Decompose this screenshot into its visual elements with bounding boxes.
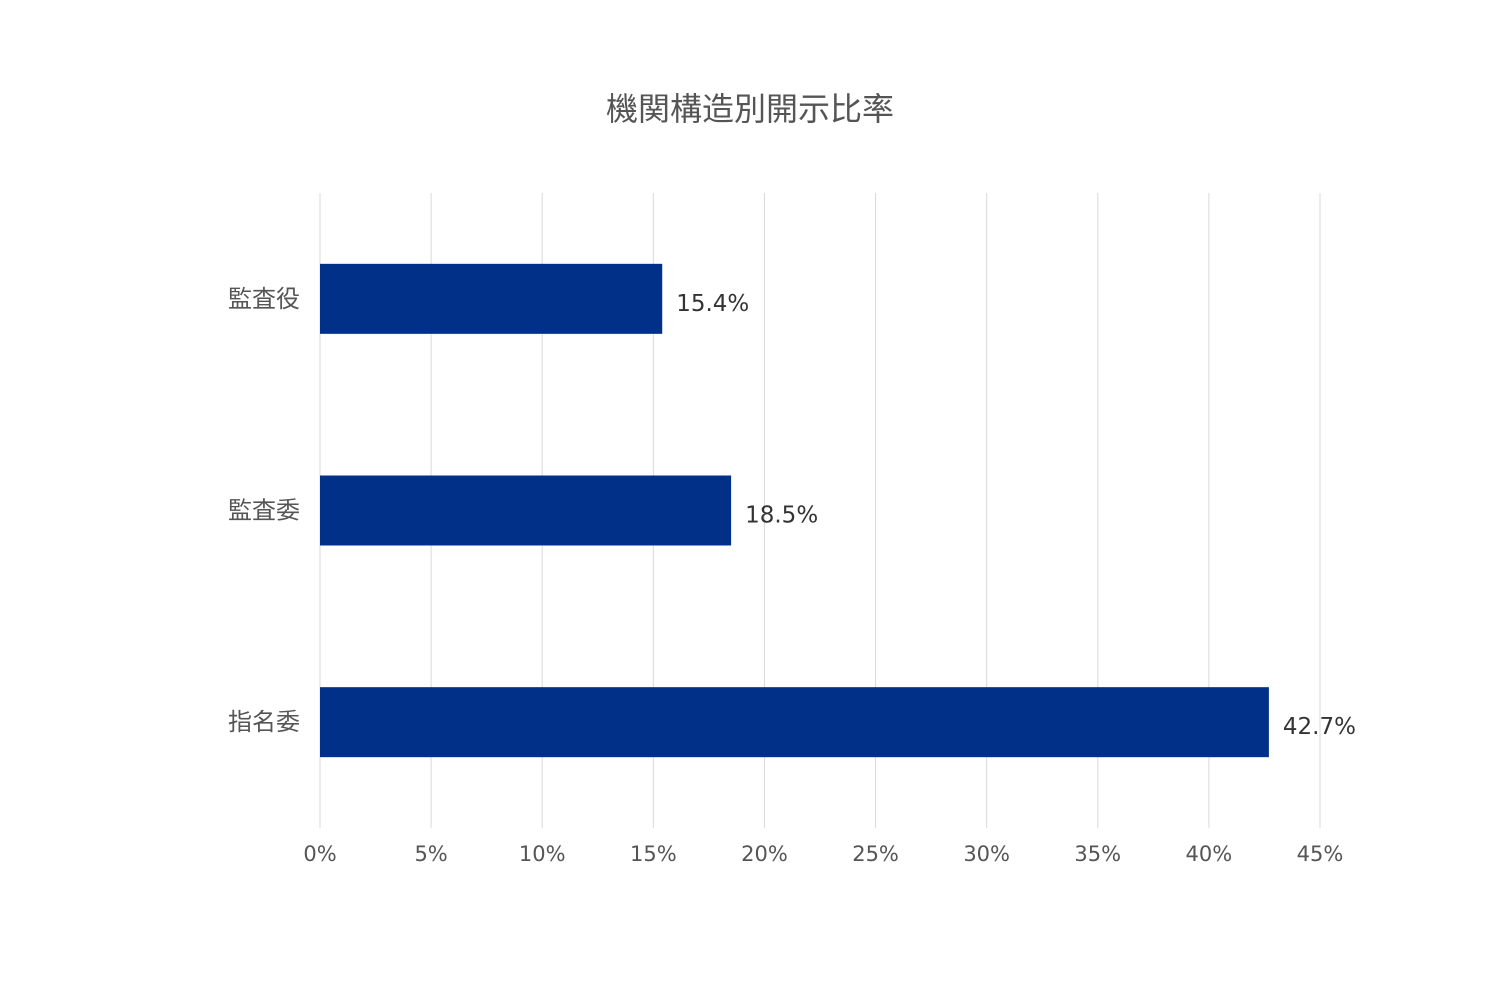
bar <box>320 263 663 334</box>
x-tick-label: 5% <box>414 842 447 866</box>
bars <box>320 263 1269 758</box>
x-tick-label: 45% <box>1297 842 1344 866</box>
bar <box>320 475 732 546</box>
labels: 0% 5% 10% 15% 20% 25% 30% 35% 40% 45% 監査役 15.4% 監査委 1… <box>228 285 1356 866</box>
data-label: 15.4% <box>676 291 749 317</box>
x-tick-label: 15% <box>630 842 677 866</box>
data-label: 18.5% <box>745 503 818 529</box>
x-tick-label: 0% <box>303 842 336 866</box>
chart-title: 機関構造別開示比率 <box>605 90 894 128</box>
x-tick-label: 10% <box>519 842 566 866</box>
category-label: 指名委 <box>228 708 300 736</box>
category-label: 監査委 <box>228 497 300 525</box>
data-label: 42.7% <box>1283 714 1356 740</box>
x-tick-label: 40% <box>1186 842 1233 866</box>
category-label: 監査役 <box>228 285 300 313</box>
x-tick-label: 30% <box>963 842 1010 866</box>
x-tick-label: 20% <box>741 842 788 866</box>
bar <box>320 687 1269 758</box>
x-tick-label: 25% <box>852 842 899 866</box>
x-tick-label: 35% <box>1074 842 1121 866</box>
